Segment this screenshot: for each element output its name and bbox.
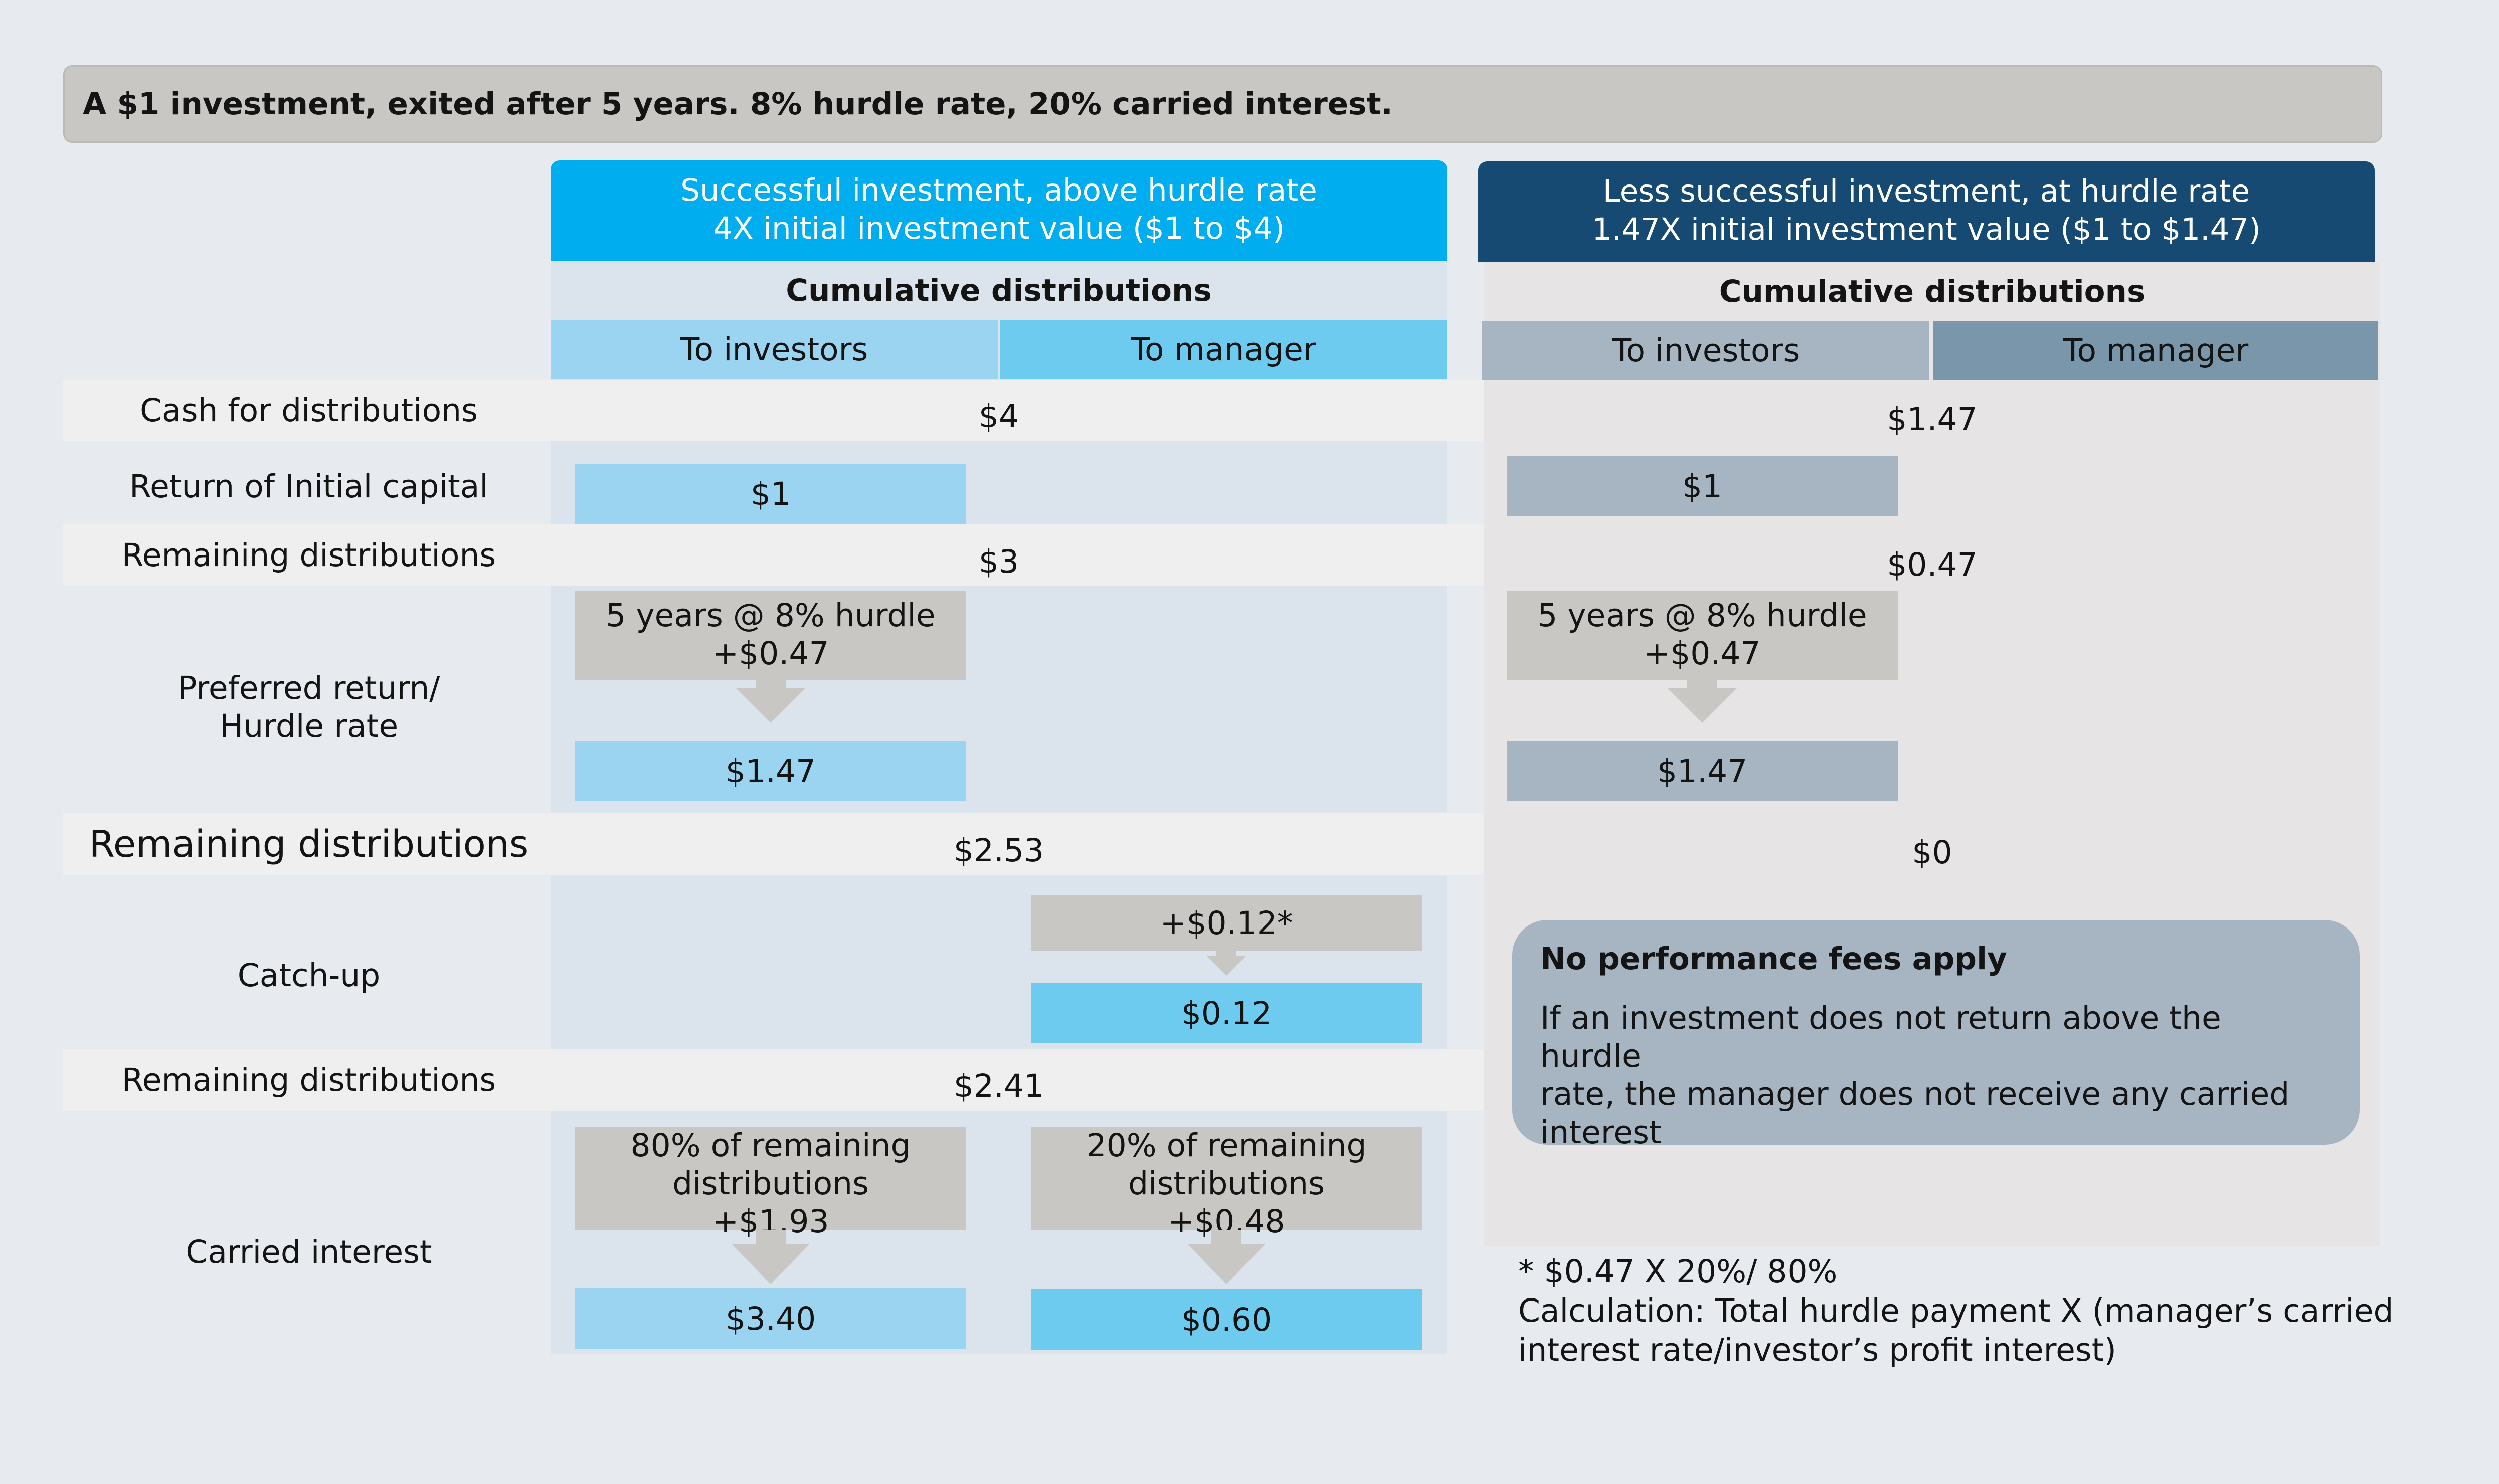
success-carry-manager-box: 20% of remaining distributions +$0.48 <box>1031 1127 1422 1240</box>
success-carry-manager-line2: distributions <box>1128 1165 1325 1202</box>
less-hurdle-arrow-icon <box>1667 688 1737 723</box>
row-label-preferred-line1: Preferred return/ <box>177 670 440 706</box>
less-remaining1-value: $0.47 <box>1887 546 1978 583</box>
success-catchup-arrow-icon <box>1206 956 1246 976</box>
stripe-remaining3 <box>63 1049 1484 1111</box>
footnote: * $0.47 X 20%/ 80% Calculation: Total hu… <box>1518 1252 2471 1370</box>
row-label-cash: Cash for distributions <box>140 392 478 429</box>
success-remaining2-value: $2.53 <box>953 832 1044 869</box>
success-carry-manager-result-box: $0.60 <box>1031 1289 1422 1350</box>
success-hurdle-result-box: $1.47 <box>575 741 966 801</box>
row-label-carried: Carried interest <box>186 1233 432 1270</box>
less-col-manager-label: To manager <box>2063 332 2249 369</box>
success-carry-investors-line1: 80% of remaining <box>630 1127 911 1164</box>
success-return-capital-box: $1 <box>575 464 966 524</box>
row-label-return-capital: Return of Initial capital <box>129 468 488 505</box>
success-hurdle-arrow-icon <box>736 688 806 723</box>
success-hurdle-box: 5 years @ 8% hurdle +$0.47 <box>575 591 966 680</box>
no-fees-note: No performance fees apply If an investme… <box>1512 920 2360 1151</box>
success-cash-value: $4 <box>978 398 1019 435</box>
success-catchup-result-box: $0.12 <box>1031 983 1422 1043</box>
footnote-line3: interest rate/investor’s profit interest… <box>1518 1332 2116 1368</box>
stripe-cash <box>63 380 1484 441</box>
less-hurdle-line1: 5 years @ 8% hurdle <box>1537 597 1867 634</box>
footnote-line2: Calculation: Total hurdle payment X (man… <box>1518 1292 2394 1329</box>
chart-title: A $1 investment, exited after 5 years. 8… <box>83 86 1393 122</box>
no-fees-note-line2: rate, the manager does not receive any c… <box>1540 1076 2290 1112</box>
no-fees-note-line3: interest <box>1540 1114 1662 1151</box>
success-carry-investors-box: 80% of remaining distributions +$1.93 <box>575 1127 966 1240</box>
success-hurdle-arrow-stem <box>756 680 786 689</box>
footnote-line1: * $0.47 X 20%/ 80% <box>1518 1253 1838 1290</box>
row-label-remaining2: Remaining distributions <box>89 823 529 866</box>
success-col-investors: To investors <box>551 320 998 379</box>
stripe-remaining1 <box>63 524 1484 586</box>
success-remaining1-value: $3 <box>978 543 1019 580</box>
row-label-preferred: Preferred return/ Hurdle rate <box>63 669 555 746</box>
success-carry-manager-line1: 20% of remaining <box>1086 1127 1367 1164</box>
row-label-catchup: Catch-up <box>237 957 381 994</box>
success-hurdle-line2: +$0.47 <box>712 635 829 672</box>
less-col-investors-label: To investors <box>1612 332 1800 369</box>
success-col-investors-label: To investors <box>680 331 868 368</box>
success-col-manager: To manager <box>1000 320 1447 379</box>
no-fees-note-line1: If an investment does not return above t… <box>1540 1000 2221 1074</box>
success-carry-manager-arrow-stem <box>1211 1230 1241 1245</box>
less-cumulative: Cumulative distributions <box>1484 262 2380 321</box>
success-cumulative-label: Cumulative distributions <box>786 272 1212 308</box>
success-carry-investors-arrow-icon <box>732 1244 809 1284</box>
less-hurdle-line2: +$0.47 <box>1644 635 1761 672</box>
success-catchup-add-box: +$0.12* <box>1031 895 1422 951</box>
success-carry-investors-result-box: $3.40 <box>575 1288 966 1349</box>
title-bar: A $1 investment, exited after 5 years. 8… <box>63 65 2382 143</box>
success-header-line1: Successful investment, above hurdle rate <box>680 172 1317 208</box>
less-cumulative-label: Cumulative distributions <box>1719 273 2146 309</box>
success-cumulative: Cumulative distributions <box>551 261 1447 320</box>
less-hurdle-result-box: $1.47 <box>1507 741 1898 801</box>
less-col-investors: To investors <box>1482 321 1929 380</box>
less-header-line1: Less successful investment, at hurdle ra… <box>1602 173 2250 209</box>
row-label-preferred-line2: Hurdle rate <box>219 708 399 745</box>
no-fees-note-title: No performance fees apply <box>1540 941 2007 977</box>
less-remaining2-value: $0 <box>1912 834 1952 871</box>
row-label-remaining3: Remaining distributions <box>121 1061 496 1098</box>
success-carry-manager-arrow-icon <box>1188 1244 1265 1284</box>
less-return-capital-box: $1 <box>1507 456 1898 516</box>
stripe-remaining2 <box>63 813 1484 875</box>
less-hurdle-arrow-stem <box>1687 680 1717 689</box>
row-label-remaining1: Remaining distributions <box>121 536 496 574</box>
less-header-line2: 1.47X initial investment value ($1 to $1… <box>1592 212 2261 247</box>
less-hurdle-box: 5 years @ 8% hurdle +$0.47 <box>1507 591 1898 680</box>
success-remaining3-value: $2.41 <box>953 1067 1044 1104</box>
success-header: Successful investment, above hurdle rate… <box>551 160 1447 261</box>
success-carry-investors-line2: distributions <box>672 1165 869 1202</box>
success-hurdle-line1: 5 years @ 8% hurdle <box>606 597 936 634</box>
success-header-line2: 4X initial investment value ($1 to $4) <box>713 211 1285 246</box>
success-carry-investors-arrow-stem <box>756 1230 786 1245</box>
success-col-manager-label: To manager <box>1131 331 1316 368</box>
less-col-manager: To manager <box>1933 321 2378 380</box>
less-cash-value: $1.47 <box>1887 401 1978 438</box>
less-header: Less successful investment, at hurdle ra… <box>1478 161 2375 262</box>
